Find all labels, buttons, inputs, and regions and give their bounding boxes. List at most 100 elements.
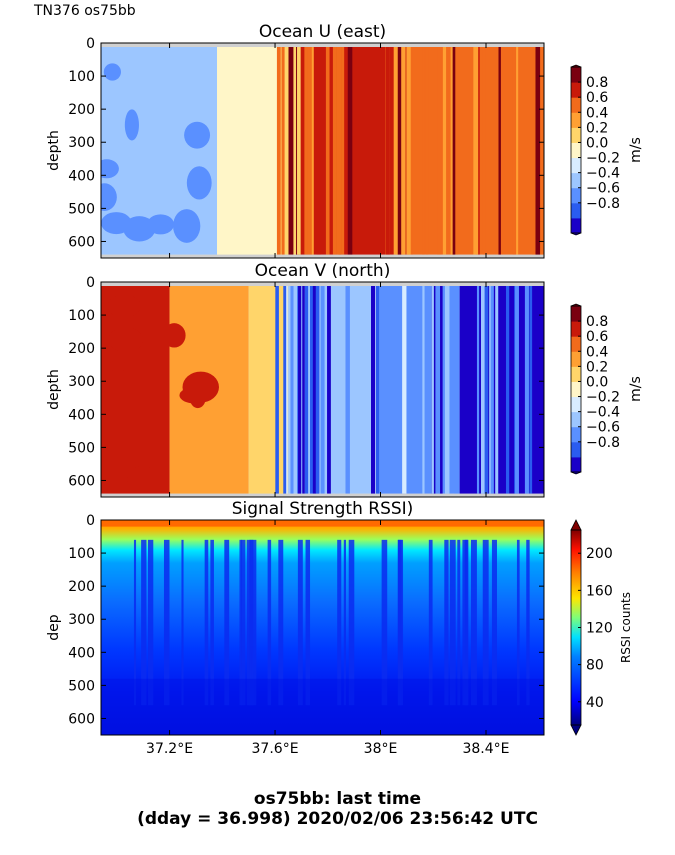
stripe xyxy=(529,285,533,494)
colorbar-segment xyxy=(571,127,581,143)
colorbar-tick-label: 0.2 xyxy=(586,359,608,375)
x-tick-label: 37.2°E xyxy=(146,741,193,757)
rssi-panel: Signal Strength RSSI) dep 0 100 200 300 400 5… xyxy=(46,499,633,757)
stripe xyxy=(505,285,510,494)
rssi-stripe xyxy=(491,539,497,706)
rssi-stripe xyxy=(267,539,272,706)
rssi-stripe xyxy=(457,539,461,706)
colorbar-tick-label: 0.0 xyxy=(586,374,608,390)
stripe xyxy=(316,46,321,255)
y-tick-label: 500 xyxy=(68,678,95,694)
rssi-stripe xyxy=(163,539,170,706)
colorbar-tick-label: 0.2 xyxy=(586,120,608,136)
colorbar-tick-label: −0.2 xyxy=(586,151,620,167)
footer-line-2: (dday = 36.998) 2020/02/06 23:56:42 UTC xyxy=(137,809,538,829)
stripe xyxy=(325,46,330,255)
stripe xyxy=(480,285,485,494)
colorbar-tick-label: −0.6 xyxy=(586,181,620,197)
colorbar-arrow-bottom xyxy=(570,724,582,736)
rssi-stripe xyxy=(337,539,342,706)
colorbar-tick-label: 120 xyxy=(586,621,613,637)
ocean-v-axis: 0 100 200 300 400 500 600 xyxy=(68,275,544,497)
colorbar-tick-label: 200 xyxy=(586,546,613,562)
colorbar-segment xyxy=(571,366,581,382)
ocean-u-title: Ocean U (east) xyxy=(259,22,386,42)
patch xyxy=(173,209,201,243)
rssi-stripe xyxy=(141,539,147,706)
rssi-stripe xyxy=(462,539,468,706)
stripe xyxy=(524,285,529,494)
rssi-stripe xyxy=(449,539,456,706)
stripe xyxy=(332,46,337,255)
patch xyxy=(182,371,219,403)
colorbar-tick-label: 0.4 xyxy=(586,344,608,360)
stripe xyxy=(385,46,390,255)
stripe xyxy=(455,46,459,255)
colorbar-segment xyxy=(571,456,581,473)
stripe xyxy=(275,285,279,494)
region-1 xyxy=(217,47,281,255)
patch xyxy=(147,214,174,235)
y-tick-label: 600 xyxy=(68,473,95,489)
stripe xyxy=(476,285,480,494)
ocean-u-axis: 0 100 200 300 400 500 600 xyxy=(68,36,544,258)
colorbar-segment xyxy=(571,441,581,458)
rssi-stripe xyxy=(305,539,311,706)
colorbar-tick-label: −0.8 xyxy=(586,435,620,451)
stripe xyxy=(320,285,325,494)
rssi-stripe xyxy=(470,539,477,706)
colorbar-segment xyxy=(571,411,581,428)
stripe xyxy=(340,46,345,255)
colorbar-segment xyxy=(571,142,581,159)
patch xyxy=(108,327,144,353)
colorbar-segment xyxy=(571,351,581,367)
rssi-stripe xyxy=(241,539,246,706)
patch xyxy=(124,109,139,141)
ocean-u-heatmap xyxy=(100,42,545,259)
stripe xyxy=(281,46,285,255)
y-tick-label: 400 xyxy=(68,645,95,661)
colorbar-segment xyxy=(571,67,581,83)
stripe xyxy=(454,285,460,494)
rssi-stripe xyxy=(249,539,254,706)
rssi-ylabel: dep xyxy=(46,614,62,641)
rssi-stripe xyxy=(181,539,184,706)
stripe xyxy=(371,285,376,494)
y-tick-label: 100 xyxy=(68,546,95,562)
colorbar-tick-label: −0.4 xyxy=(586,405,620,421)
stripe xyxy=(495,285,499,494)
stripe xyxy=(345,285,350,494)
x-tick-label: 38°E xyxy=(364,741,398,757)
ocean-u-panel: Ocean U (east) depth 0 100 200 300 400 500 600… xyxy=(46,22,644,259)
rssi-axis: 0 100 200 300 400 500 600 37.2°E 37.6°E 38°E 38.4°… xyxy=(68,513,544,757)
stripe xyxy=(498,46,501,255)
stripe xyxy=(304,285,309,494)
colorbar-segment xyxy=(571,336,581,352)
y-tick-label: 100 xyxy=(68,308,95,324)
y-tick-label: 200 xyxy=(68,102,95,118)
patch xyxy=(162,323,186,348)
colorbar-segment xyxy=(571,157,581,174)
stripe xyxy=(422,46,425,255)
stripe xyxy=(393,46,399,255)
y-tick-label: 300 xyxy=(68,612,95,628)
rssi-stripe xyxy=(381,539,388,706)
y-tick-label: 400 xyxy=(68,168,95,184)
rssi-stripe xyxy=(278,539,284,706)
patch xyxy=(127,465,159,493)
stripe xyxy=(315,285,320,494)
colorbar-segment xyxy=(571,97,581,113)
rssi-stripe xyxy=(297,539,303,706)
stripe xyxy=(285,285,288,494)
colorbar-segment xyxy=(571,172,581,189)
y-tick-label: 500 xyxy=(68,201,95,217)
y-tick-label: 600 xyxy=(68,711,95,727)
stripe xyxy=(375,285,380,494)
stripe xyxy=(298,285,302,494)
colorbar-segment xyxy=(571,217,581,234)
y-tick-label: 400 xyxy=(68,407,95,423)
stripe xyxy=(473,46,479,255)
rssi-stripe xyxy=(428,539,433,706)
patch xyxy=(101,183,117,211)
stripe xyxy=(422,285,425,494)
